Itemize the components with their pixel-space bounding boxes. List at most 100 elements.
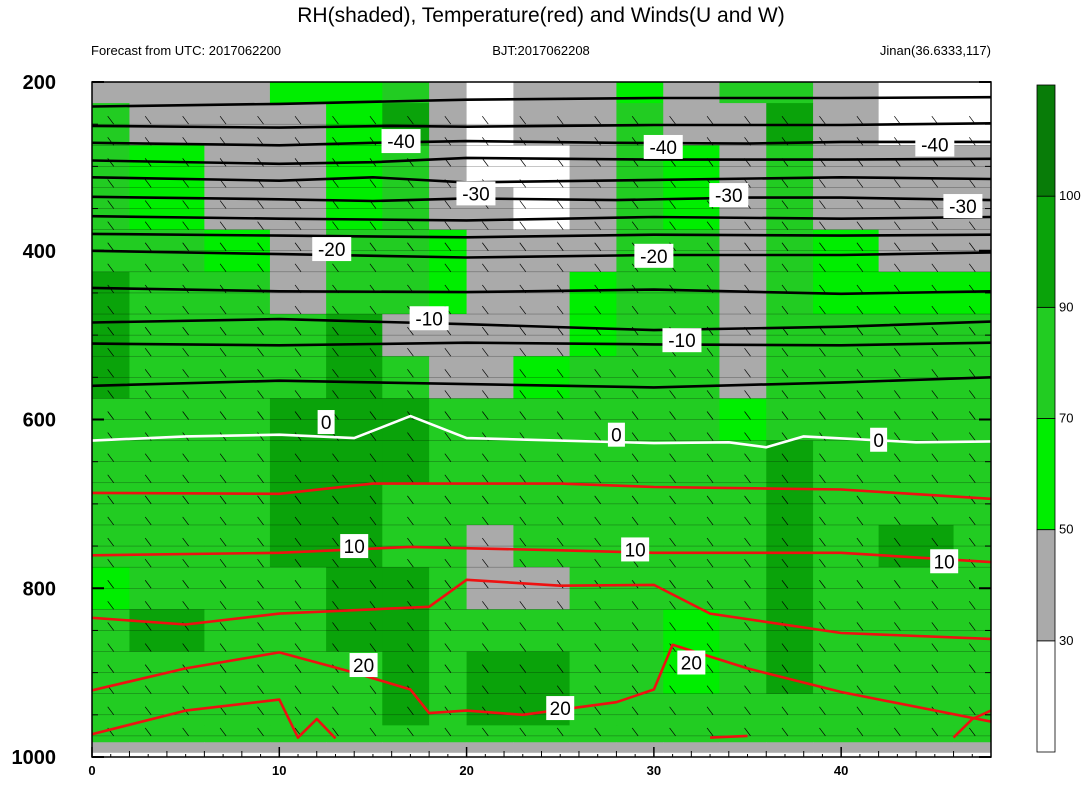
wind-barb [257, 495, 264, 505]
rh-cell [382, 440, 430, 484]
wind-barb [706, 643, 714, 652]
rh-cell [569, 82, 618, 104]
wind-barb [706, 727, 714, 737]
wind-barb [819, 390, 826, 399]
wind-barb [931, 432, 939, 441]
wind-barb [631, 221, 639, 230]
isotherm-line [92, 376, 991, 389]
wind-barb [182, 580, 189, 589]
wind-barb [257, 369, 264, 378]
wind-barb [182, 495, 189, 505]
wind-barb [968, 179, 976, 188]
wind-barb [631, 305, 639, 315]
wind-barb [856, 685, 864, 694]
wind-barb [444, 242, 452, 251]
wind-barb [669, 432, 676, 441]
wind-barb [706, 432, 714, 441]
wind-barb [219, 453, 227, 462]
rh-cell [269, 271, 327, 315]
wind-barb [781, 432, 789, 441]
rh-cell [466, 314, 515, 357]
wind-barb [144, 242, 152, 251]
wind-barb [744, 411, 751, 420]
wind-barb [669, 558, 676, 568]
x-tick-label: 30 [647, 763, 661, 778]
wind-barb [332, 558, 339, 568]
rh-cell [92, 609, 131, 653]
rh-cell [129, 187, 205, 231]
wind-barb [744, 558, 751, 568]
wind-barb [182, 115, 189, 125]
rh-cell [204, 271, 271, 315]
wind-barb [556, 622, 564, 631]
y-tick-label: 600 [23, 410, 56, 432]
wind-barb [894, 601, 901, 610]
wind-barb [519, 727, 527, 737]
wind-barb [294, 242, 302, 251]
wind-barb [631, 200, 639, 209]
rh-cell [569, 651, 618, 695]
rh-cell [513, 398, 571, 442]
wind-barb [781, 706, 789, 716]
rh-cell [129, 82, 205, 104]
rh-cell [466, 440, 515, 484]
rh-cell [429, 82, 468, 104]
wind-barb [332, 263, 339, 273]
wind-barb [669, 706, 676, 716]
rh-cell [204, 82, 271, 104]
wind-barb [444, 200, 452, 209]
wind-barb [856, 284, 864, 294]
wind-barb [369, 622, 377, 631]
wind-barb [444, 622, 452, 631]
wind-barb [182, 390, 189, 399]
wind-barb [781, 643, 789, 652]
wind-barb [856, 221, 864, 230]
contour-label: -20 [312, 237, 352, 262]
rh-cell [766, 229, 814, 273]
wind-barb [519, 348, 527, 357]
contour-label-box [677, 650, 706, 675]
wind-barb [556, 685, 564, 694]
wind-barb [407, 115, 414, 125]
plot-area: -40 -40 -40 -30 -30 -30 -20 -20 -10 -10 0 0 0 10 10 10 2… [92, 82, 991, 757]
contour-label-box [709, 183, 749, 208]
temperature-line [92, 482, 991, 501]
wind-barb [182, 537, 189, 547]
wind-barb [856, 390, 864, 399]
wind-barb [444, 411, 452, 420]
wind-barb [556, 326, 564, 336]
wind-barb [294, 305, 302, 315]
wind-barb [294, 390, 302, 399]
wind-barb [257, 326, 264, 336]
wind-barb [332, 348, 339, 357]
wind-barb [482, 727, 489, 737]
rh-cell [616, 742, 664, 754]
wind-barb [894, 390, 901, 399]
rh-cell [616, 314, 664, 357]
wind-barb [444, 537, 452, 547]
wind-barb [407, 348, 414, 357]
rh-cell [719, 440, 767, 484]
wind-barb [369, 432, 377, 441]
contour-label-text: -10 [415, 309, 442, 330]
rh-cell [878, 693, 955, 726]
wind-barb [144, 453, 152, 462]
wind-barb [294, 495, 302, 505]
rh-cell [429, 482, 468, 526]
rh-cell [129, 145, 205, 189]
wind-barb [369, 115, 377, 125]
rh-cell [766, 651, 814, 695]
wind-barb [594, 474, 601, 483]
wind-barb [219, 558, 227, 568]
wind-barb [669, 495, 676, 505]
isotherm-line [92, 195, 991, 203]
wind-barb [182, 558, 189, 568]
wind-barb [819, 580, 826, 589]
wind-barb [107, 115, 115, 125]
wind-barb [294, 263, 302, 273]
wind-barb [519, 326, 527, 336]
rh-cell [429, 725, 468, 743]
rh-cell [129, 609, 205, 653]
contour-label-text: 10 [344, 537, 365, 558]
wind-barb [182, 200, 189, 209]
